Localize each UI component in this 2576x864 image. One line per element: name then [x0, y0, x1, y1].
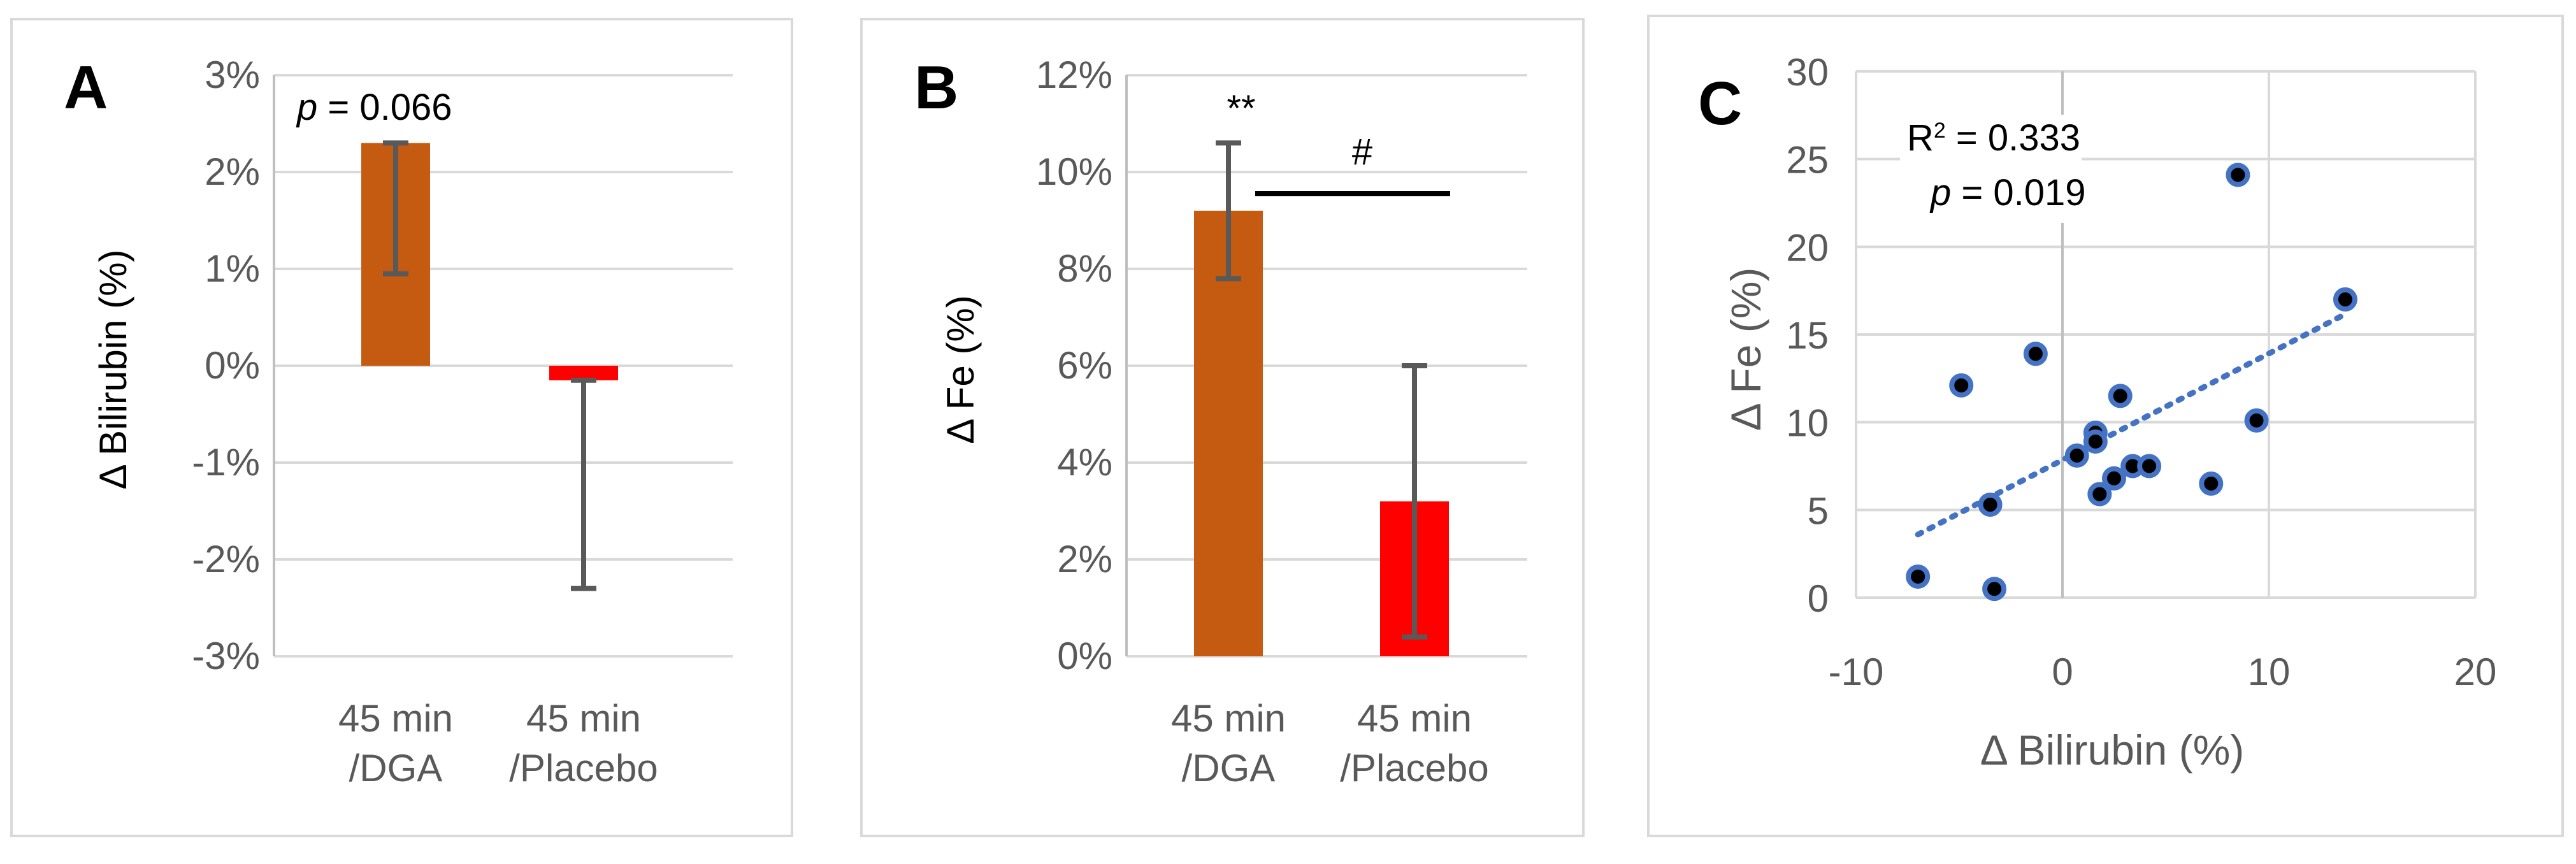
panel-c-p-annotation: p = 0.019 — [1929, 172, 2086, 213]
data-point — [1982, 577, 2007, 601]
y-tick-label: 10 — [1786, 402, 1829, 445]
y-tick-label: 2% — [205, 150, 260, 193]
data-point — [2102, 466, 2126, 491]
panel-c-letter: C — [1698, 69, 1742, 138]
panel-b: B 0% 2% 4% 6% 8% 10% 12% 45 min/DGA 45 min/Plac… — [860, 18, 1585, 837]
category-label: 45 min — [1171, 697, 1286, 740]
data-point — [2244, 408, 2269, 433]
between-group-marker: # — [1352, 131, 1372, 173]
data-point — [2226, 162, 2250, 187]
category-label: /DGA — [349, 747, 443, 789]
p-value: = 0.019 — [1961, 172, 2085, 213]
p-symbol: p — [1929, 172, 1951, 213]
panel-a-y-label: Δ Bilirubin (%) — [92, 250, 134, 490]
y-tick-label: 0% — [205, 344, 260, 387]
data-point — [2087, 482, 2112, 507]
category-label: 45 min — [526, 697, 641, 740]
r-exponent: 2 — [1934, 119, 1946, 143]
data-point — [2023, 342, 2048, 366]
panel-c-x-label: Δ Bilirubin (%) — [1980, 726, 2245, 774]
panel-b-y-label: Δ Fe (%) — [939, 295, 982, 443]
x-tick-label: 10 — [2248, 651, 2291, 693]
panel-a-letter: A — [64, 54, 108, 122]
data-point — [1906, 564, 1931, 589]
y-tick-label: 10% — [1036, 150, 1112, 193]
data-point — [1949, 373, 1974, 398]
y-tick-label: 15 — [1786, 314, 1829, 357]
bar-dga — [1194, 210, 1263, 656]
data-point — [2137, 454, 2162, 479]
y-tick-label: 1% — [205, 247, 260, 290]
y-tick-label: 2% — [1057, 538, 1112, 580]
x-tick-label: 20 — [2454, 651, 2497, 693]
data-point — [2083, 429, 2108, 454]
r-squared-value: = 0.333 — [1946, 117, 2080, 159]
x-tick-label: 0 — [2052, 651, 2073, 693]
significance-marker: ** — [1227, 88, 1255, 129]
data-point — [2064, 443, 2089, 468]
y-tick-label: 25 — [1786, 139, 1829, 182]
y-tick-label: 0 — [1808, 577, 1829, 620]
y-tick-label: 5 — [1808, 489, 1829, 532]
panel-a-p-annotation: p = 0.066 — [296, 87, 452, 128]
p-value: = 0.066 — [327, 87, 452, 128]
y-tick-label: 3% — [205, 54, 260, 96]
y-tick-label: 0% — [1057, 635, 1112, 677]
p-symbol: p — [296, 87, 317, 128]
y-tick-label: 30 — [1786, 51, 1829, 94]
panel-c-y-label: Δ Fe (%) — [1722, 268, 1769, 431]
r-symbol: R — [1907, 117, 1934, 159]
data-point — [2108, 384, 2133, 408]
y-tick-label: -2% — [192, 538, 260, 580]
y-tick-label: -1% — [192, 441, 260, 484]
stats-box — [1900, 115, 2082, 223]
y-tick-label: 8% — [1057, 247, 1112, 290]
y-tick-label: 12% — [1036, 54, 1112, 96]
x-tick-label: -10 — [1829, 651, 1884, 693]
r-squared-annotation: R2 = 0.333 — [1907, 117, 2080, 159]
y-tick-label: 4% — [1057, 441, 1112, 484]
category-label: /Placebo — [1340, 747, 1489, 789]
y-tick-label: 6% — [1057, 344, 1112, 387]
panel-b-letter: B — [914, 54, 958, 122]
category-label: 45 min — [1357, 697, 1472, 740]
data-point — [2333, 287, 2357, 312]
y-tick-label: 20 — [1786, 226, 1829, 269]
category-label: 45 min — [338, 697, 453, 740]
category-label: /Placebo — [509, 747, 658, 789]
data-point — [1978, 493, 2003, 517]
category-label: /DGA — [1182, 747, 1276, 789]
data-point — [2199, 472, 2224, 496]
bar-placebo — [549, 366, 618, 380]
panel-a: A -3% -2% -1% 0% 1% 2% 3% 45 min/DGA 45 min/Pla… — [10, 18, 793, 837]
y-tick-label: -3% — [192, 635, 260, 677]
